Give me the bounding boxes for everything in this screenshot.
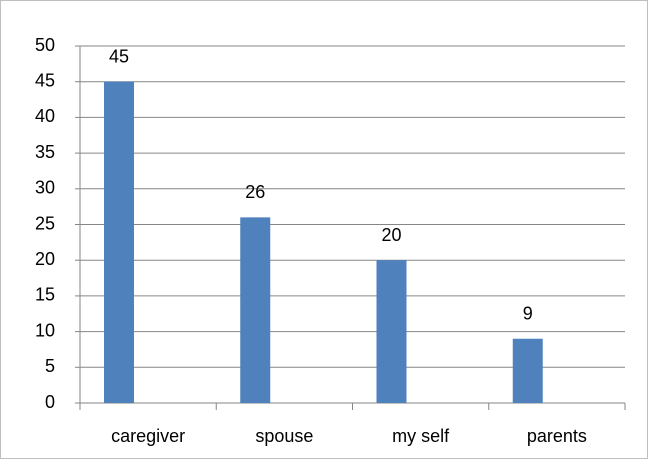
y-tick-label: 30 xyxy=(35,178,55,198)
y-tick-label: 35 xyxy=(35,142,55,162)
data-label: 9 xyxy=(523,303,533,323)
y-tick-label: 50 xyxy=(35,35,55,55)
bar xyxy=(376,260,407,403)
bar xyxy=(512,338,543,403)
y-tick-label: 20 xyxy=(35,249,55,269)
x-tick-label: spouse xyxy=(255,426,313,446)
data-label: 26 xyxy=(245,182,265,202)
data-label: 20 xyxy=(381,225,401,245)
y-tick-label: 0 xyxy=(45,392,55,412)
x-tick-label: my self xyxy=(392,426,450,446)
x-tick-label: caregiver xyxy=(111,426,185,446)
data-label: 45 xyxy=(109,46,129,66)
y-tick-label: 40 xyxy=(35,106,55,126)
y-tick-label: 25 xyxy=(35,213,55,233)
x-tick-label: parents xyxy=(527,426,587,446)
y-tick-label: 45 xyxy=(35,70,55,90)
y-tick-label: 15 xyxy=(35,285,55,305)
y-tick-label: 10 xyxy=(35,320,55,340)
bar xyxy=(104,81,134,403)
y-tick-label: 5 xyxy=(45,356,55,376)
bar xyxy=(240,217,271,403)
